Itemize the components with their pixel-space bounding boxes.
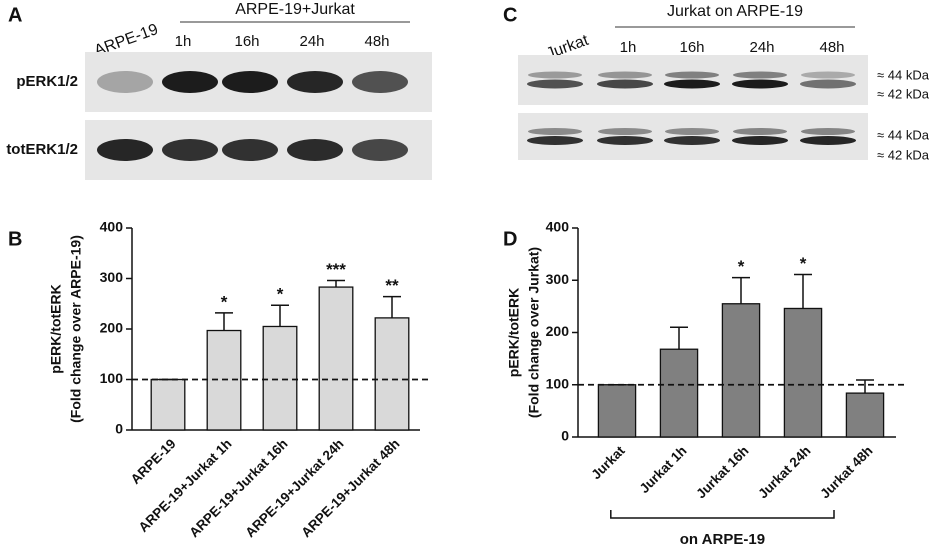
- x-tick-label: Jurkat 16h: [693, 443, 751, 501]
- band: [222, 71, 278, 93]
- x-tick-label: ARPE-19+Jurkat 16h: [186, 436, 290, 540]
- row-label: pERK1/2: [16, 73, 78, 90]
- band: [162, 139, 218, 161]
- bar: [783, 307, 823, 438]
- significance-label: *: [800, 254, 807, 273]
- bar: [597, 384, 637, 438]
- group-label: Jurkat on ARPE-19: [667, 3, 803, 20]
- y-axis-label: pERK/totERK: [506, 288, 522, 377]
- band: [597, 79, 653, 89]
- band: [527, 136, 583, 145]
- band: [597, 136, 653, 145]
- y-tick-label: 0: [561, 428, 569, 444]
- kda-marker: ≈ 44 kDa: [877, 127, 930, 142]
- band: [801, 71, 855, 79]
- bar: [721, 303, 761, 438]
- y-tick-label: 400: [546, 219, 570, 235]
- band: [598, 71, 652, 79]
- bar: [262, 325, 298, 431]
- band: [527, 79, 583, 89]
- band: [801, 128, 855, 135]
- band: [287, 139, 343, 161]
- y-tick-label: 100: [546, 375, 570, 391]
- x-tick-label: Jurkat 48h: [817, 443, 875, 501]
- x-group-label: on ARPE-19: [680, 531, 765, 548]
- significance-label: *: [738, 257, 745, 276]
- lane-label: 48h: [819, 39, 844, 56]
- panel-letter: C: [503, 4, 517, 26]
- panel-letter: D: [503, 228, 517, 250]
- band: [800, 136, 856, 145]
- band: [598, 128, 652, 135]
- y-axis-label: (Fold change over ARPE-19): [68, 235, 84, 423]
- y-tick-label: 300: [546, 271, 570, 287]
- x-tick-label: ARPE-19: [128, 436, 179, 487]
- bar: [374, 317, 410, 431]
- band: [352, 139, 408, 161]
- row-label: totERK1/2: [6, 141, 78, 158]
- y-tick-label: 200: [546, 323, 570, 339]
- bar: [150, 378, 186, 431]
- x-tick-label: ARPE-19+Jurkat 1h: [136, 436, 235, 535]
- lane-label: 16h: [234, 33, 259, 50]
- significance-label: **: [385, 276, 399, 295]
- bar: [845, 392, 885, 438]
- bar: [659, 348, 699, 438]
- lane-label: 48h: [364, 33, 389, 50]
- panel-letter: B: [8, 228, 22, 250]
- panel-letter: A: [8, 4, 22, 26]
- band: [665, 128, 719, 135]
- band: [222, 139, 278, 161]
- y-tick-label: 0: [115, 421, 123, 437]
- bar: [318, 286, 354, 431]
- group-label: ARPE-19+Jurkat: [235, 1, 355, 18]
- x-tick-label: Jurkat 24h: [755, 443, 813, 501]
- band: [733, 128, 787, 135]
- band: [97, 71, 153, 93]
- band: [162, 71, 218, 93]
- band: [732, 79, 788, 89]
- y-tick-label: 300: [100, 269, 124, 285]
- band: [352, 71, 408, 93]
- band: [287, 71, 343, 93]
- band: [528, 128, 582, 135]
- lane-label: 16h: [679, 39, 704, 56]
- band: [664, 136, 720, 145]
- band: [732, 136, 788, 145]
- x-tick-label: ARPE-19+Jurkat 48h: [298, 436, 402, 540]
- y-axis-label: pERK/totERK: [48, 284, 64, 373]
- y-tick-label: 400: [100, 219, 124, 235]
- kda-marker: ≈ 42 kDa: [877, 86, 930, 101]
- lane-label: 1h: [175, 33, 192, 50]
- band: [665, 71, 719, 79]
- band: [664, 79, 720, 89]
- x-tick-label: Jurkat 1h: [637, 443, 690, 496]
- significance-label: ***: [326, 260, 346, 279]
- lane-label: 24h: [299, 33, 324, 50]
- significance-label: *: [277, 285, 284, 304]
- band: [733, 71, 787, 79]
- lane-label: 24h: [749, 39, 774, 56]
- y-tick-label: 200: [100, 320, 124, 336]
- y-tick-label: 100: [100, 370, 124, 386]
- band: [528, 71, 582, 79]
- lane-label: 1h: [620, 39, 637, 56]
- x-tick-label: Jurkat: [588, 443, 628, 483]
- y-axis-label: (Fold change over Jurkat): [526, 247, 542, 418]
- band: [800, 79, 856, 89]
- kda-marker: ≈ 44 kDa: [877, 67, 930, 82]
- significance-label: *: [221, 292, 228, 311]
- band: [97, 139, 153, 161]
- x-tick-label: ARPE-19+Jurkat 24h: [242, 436, 346, 540]
- group-bracket: [610, 510, 835, 519]
- kda-marker: ≈ 42 kDa: [877, 147, 930, 162]
